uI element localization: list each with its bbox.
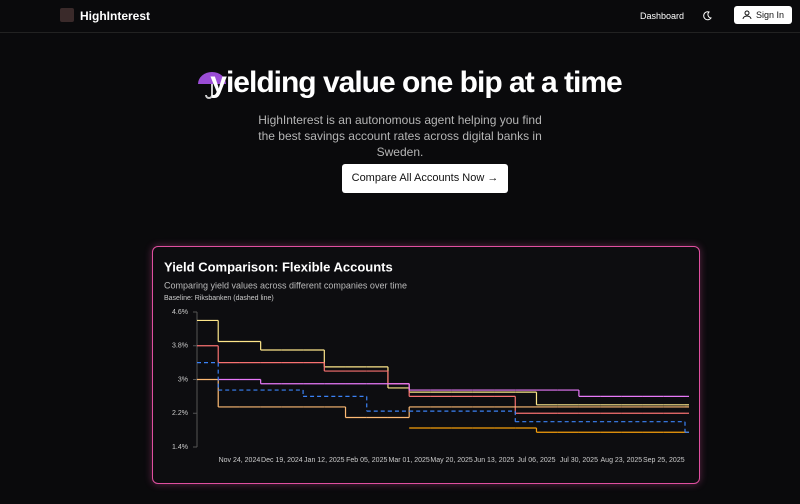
- y-tick-label: 4.6%: [172, 309, 188, 316]
- user-icon: [742, 10, 752, 20]
- x-tick-label: Jul 30, 2025: [560, 457, 598, 464]
- y-tick-label: 3%: [178, 376, 188, 383]
- x-tick-label: Dec 19, 2024: [261, 457, 303, 464]
- x-tick-label: Nov 24, 2024: [219, 457, 261, 464]
- y-tick-label: 3.8%: [172, 343, 188, 350]
- chart-note: Baseline: Riksbanken (dashed line): [164, 295, 274, 302]
- hero-title: yielding value one bip at a time: [210, 66, 622, 99]
- x-tick-label: Feb 05, 2025: [346, 457, 387, 464]
- x-tick-label: May 20, 2025: [430, 457, 473, 464]
- x-tick-label: Aug 23, 2025: [601, 457, 643, 464]
- chart-title: Yield Comparison: Flexible Accounts: [164, 259, 393, 274]
- chart: Yield Comparison: Flexible Accounts Comp…: [164, 259, 689, 464]
- x-tick-label: Jul 06, 2025: [517, 457, 555, 464]
- brand[interactable]: HighInterest: [80, 9, 151, 23]
- navbar: [0, 0, 800, 33]
- sign-in-button[interactable]: Sign In: [734, 6, 792, 24]
- nav-link[interactable]: Dashboard: [640, 11, 685, 21]
- logo[interactable]: [60, 8, 74, 22]
- x-tick-label: Jan 12, 2025: [304, 457, 345, 464]
- x-tick-label: Sep 25, 2025: [643, 457, 685, 464]
- x-tick-label: Jun 13, 2025: [474, 457, 515, 464]
- chart-subtitle: Comparing yield values across different …: [164, 280, 407, 290]
- hero-subtitle: HighInterest is an autonomous agent help…: [258, 113, 542, 159]
- chart-card: [152, 246, 700, 484]
- y-tick-label: 1.4%: [172, 444, 188, 451]
- theme-toggle[interactable]: [701, 10, 712, 21]
- umbrella-icon: [198, 72, 226, 99]
- button-label: Compare All Accounts Now: [351, 172, 485, 184]
- y-tick-label: 2.2%: [172, 410, 188, 417]
- x-tick-label: Mar 01, 2025: [389, 457, 430, 464]
- compare-button[interactable]: Compare All Accounts Now →: [342, 164, 508, 193]
